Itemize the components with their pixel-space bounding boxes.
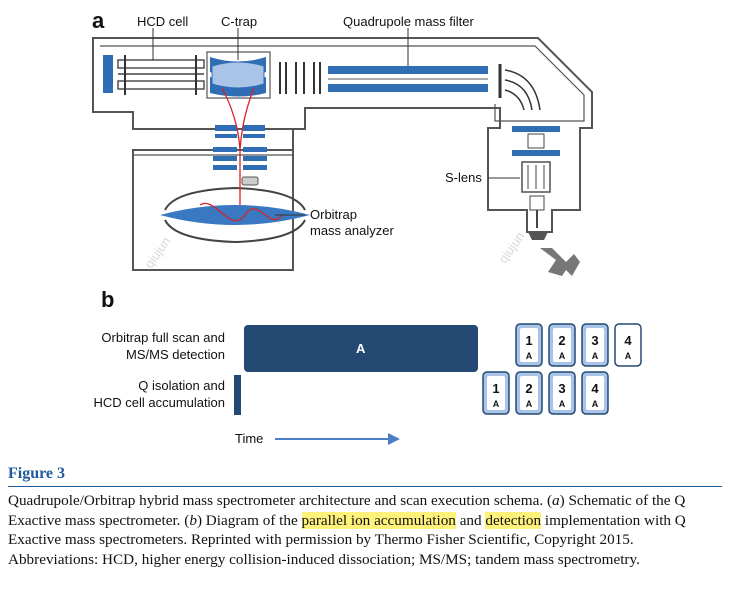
row2-label-2: HCD cell accumulation <box>93 395 226 410</box>
top-box-inner-1 <box>520 328 538 362</box>
top-box-number-2: 2 <box>558 333 565 348</box>
s-lens-label: S-lens <box>445 170 482 185</box>
panel-a-letter: a <box>92 8 105 33</box>
bottom-box-inner-3 <box>553 376 571 410</box>
row1-label-2: MS/MS detection <box>126 347 225 362</box>
bottom-box-inner-2 <box>520 376 538 410</box>
top-scan-boxes: 1 A 2 A 3 A 4 A <box>515 323 642 367</box>
figure-schematic: 1 A 2 A 3 A 4 A 1 A 2 A 3 A 4 A <box>92 28 642 445</box>
top-box-sub-2: A <box>559 351 566 361</box>
ion-path <box>221 87 255 205</box>
row2-label-1: Q isolation and <box>138 378 225 393</box>
caption-divider <box>8 486 722 487</box>
s-lens-stack <box>512 126 560 228</box>
bottom-box-number-1: 1 <box>492 381 499 396</box>
instrument-outline <box>92 37 593 271</box>
top-box-number-3: 3 <box>591 333 598 348</box>
top-box-sub-3: A <box>592 351 599 361</box>
top-box-inner-3 <box>586 328 604 362</box>
hcd-cell-label: HCD cell <box>137 14 189 29</box>
big-box-label: A <box>356 341 366 356</box>
figure-title: Figure 3 <box>8 465 66 482</box>
orbitrap <box>160 186 310 244</box>
c-trap-label: C-trap <box>221 14 258 29</box>
bottom-box-number-2: 2 <box>525 381 532 396</box>
top-box-number-4: 4 <box>624 333 632 348</box>
highlight-parallel-ion-accumulation: parallel ion accumulation <box>301 511 456 529</box>
top-box-number-1: 1 <box>525 333 532 348</box>
bottom-box-sub-4: A <box>592 399 599 409</box>
bottom-box-sub-1: A <box>493 399 500 409</box>
bottom-box-inner-4 <box>586 376 604 410</box>
bottom-box-sub-3: A <box>559 399 566 409</box>
ion-source <box>528 232 580 276</box>
bottom-box-number-3: 3 <box>558 381 565 396</box>
hcd-cell <box>103 55 205 95</box>
big-scan-box <box>244 325 478 372</box>
accumulation-bar <box>234 375 241 415</box>
top-box-sub-1: A <box>526 351 533 361</box>
highlight-detection: detection <box>485 511 542 529</box>
panel-b-letter: b <box>101 287 115 312</box>
quadrupole-label: Quadrupole mass filter <box>343 14 474 29</box>
top-box-inner-4 <box>619 328 637 362</box>
time-arrow <box>275 433 400 445</box>
bottom-box-number-4: 4 <box>591 381 599 396</box>
orbitrap-label-1: Orbitrap <box>310 207 357 222</box>
time-label: Time <box>235 431 264 446</box>
figure-caption: Quadrupole/Orbitrap hybrid mass spectrom… <box>8 492 686 568</box>
top-box-inner-2 <box>553 328 571 362</box>
quadrupole-mass-filter <box>328 66 488 92</box>
bottom-box-inner-1 <box>487 376 505 410</box>
orbitrap-label-2: mass analyzer <box>310 223 394 238</box>
top-box-sub-4: A <box>625 351 632 361</box>
bottom-accumulation-boxes: 1 A 2 A 3 A 4 A <box>482 371 609 415</box>
bent-flatapole <box>498 64 541 111</box>
bottom-box-sub-2: A <box>526 399 533 409</box>
lower-lenses <box>213 125 267 186</box>
transfer-lenses <box>279 62 321 94</box>
row1-label-1: Orbitrap full scan and <box>101 330 225 345</box>
